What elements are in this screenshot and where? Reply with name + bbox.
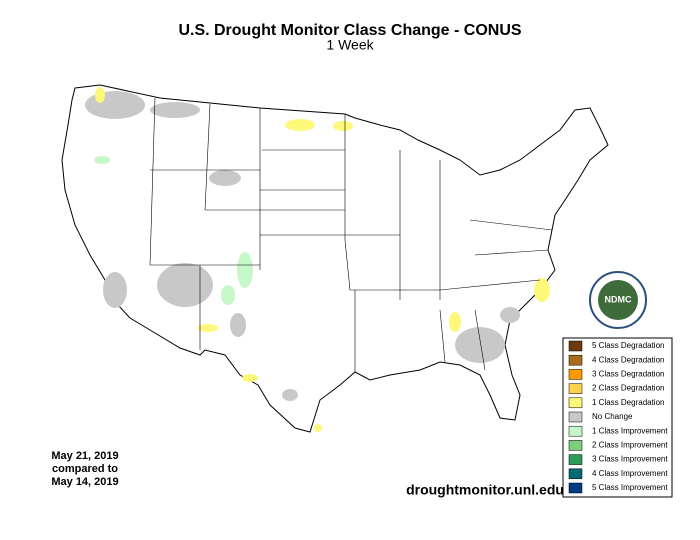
logo-text: NDMC [605,294,632,304]
area [150,102,200,118]
logo: NDMC [589,271,647,329]
area [103,272,127,308]
legend-swatch [568,425,583,437]
subtitle: 1 Week [326,37,374,53]
area [230,313,246,337]
legend-label: No Change [592,412,633,421]
legend-label: 4 Class Improvement [592,469,668,478]
title: U.S. Drought Monitor Class Change - CONU… [178,22,521,39]
area [500,307,520,323]
area [237,252,253,288]
area [209,170,241,186]
legend: 5 Class Degradation 4 Class Degradation 3 … [568,340,668,494]
legend-label: 2 Class Improvement [592,441,668,450]
area [85,91,145,119]
legend-label: 4 Class Degradation [592,355,664,364]
area [242,374,258,382]
state-lines [149,97,553,372]
legend-label: 2 Class Degradation [592,384,664,393]
drought-areas [85,87,550,432]
legend-swatch [568,369,583,380]
date-line: May 14, 2019 [51,476,118,488]
legend-swatch [568,482,583,494]
area [95,87,105,103]
area [449,312,461,332]
legend-swatch [568,440,583,451]
area [282,389,298,401]
legend-swatch [568,397,583,409]
area [314,424,322,432]
area [455,327,505,363]
legend-swatch [568,468,583,480]
area [333,121,353,131]
legend-swatch [568,454,583,465]
legend-label: 1 Class Improvement [592,426,668,435]
area [198,324,218,332]
legend-label: 5 Class Degradation [592,341,664,350]
area [221,285,235,305]
date-line: May 21, 2019 [51,450,118,462]
legend-label: 1 Class Degradation [592,398,664,407]
legend-label: 5 Class Improvement [592,483,668,492]
source: droughtmonitor.unl.edu [406,482,564,498]
legend-swatch [568,340,583,352]
area [157,263,213,307]
legend-label: 3 Class Degradation [592,370,664,379]
area [534,278,550,302]
date-line: compared to [52,463,118,475]
date-note: May 21, 2019 compared to May 14, 2019 [51,450,118,488]
us-outline [61,84,609,433]
map [61,84,609,433]
legend-swatch [568,411,583,423]
area [285,119,315,131]
area [94,156,110,164]
legend-swatch [568,354,583,366]
legend-label: 3 Class Improvement [592,455,668,464]
legend-swatch [568,383,583,394]
